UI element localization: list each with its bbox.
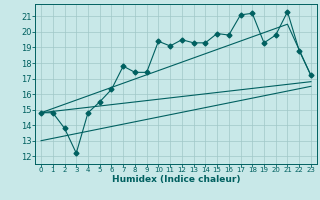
X-axis label: Humidex (Indice chaleur): Humidex (Indice chaleur): [112, 175, 240, 184]
